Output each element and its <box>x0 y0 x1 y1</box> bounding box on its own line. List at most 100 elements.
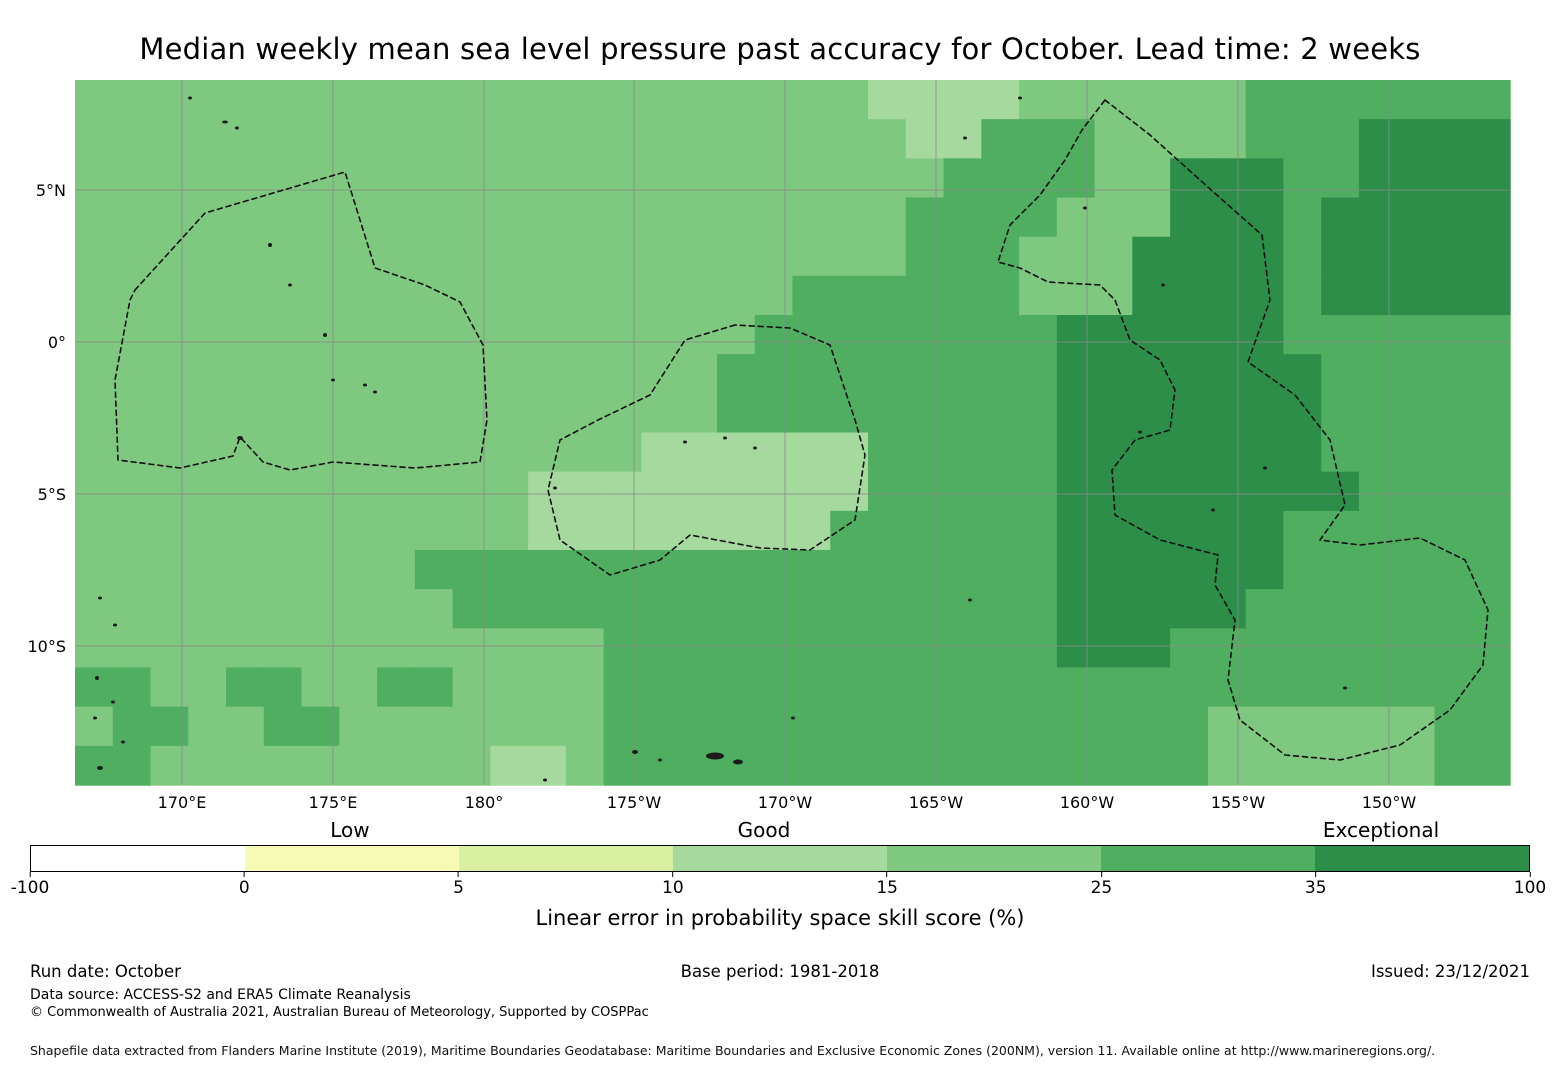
lon-tick-label: 150°W <box>1362 793 1417 812</box>
colorbar-tick-label: -100 <box>10 878 50 898</box>
island <box>1018 96 1022 100</box>
data-source: Data source: ACCESS-S2 and ERA5 Climate … <box>30 987 411 1003</box>
lat-tick-labels: 5°N 0° 5°S 10°S <box>27 181 66 656</box>
colorbar-tick-label: 15 <box>876 878 898 898</box>
colorbar-axis-label: Linear error in probability space skill … <box>535 906 1025 930</box>
island <box>723 436 727 440</box>
colorbar-segment <box>673 846 887 871</box>
colorbar-tick: -100 <box>10 872 50 898</box>
tick-mark <box>243 872 245 877</box>
legend-category-label: Low <box>330 818 370 842</box>
tick-mark <box>672 872 674 877</box>
lon-tick-label: 155°W <box>1211 793 1266 812</box>
island <box>753 446 757 450</box>
colorbar-segment <box>887 846 1101 871</box>
run-date: Run date: October <box>30 962 181 981</box>
island <box>1263 466 1267 470</box>
colorbar-segment <box>245 846 459 871</box>
island <box>331 378 335 382</box>
colorbar-tick: 0 <box>239 872 250 898</box>
colorbar-tick: 15 <box>876 872 898 898</box>
colorbar-segment <box>1315 846 1529 871</box>
lon-tick-label: 170°E <box>158 793 207 812</box>
colorbar-tick-label: 100 <box>1513 878 1547 898</box>
island <box>1211 508 1215 512</box>
colorbar-segment <box>31 846 245 871</box>
issued-date: Issued: 23/12/2021 <box>1370 962 1530 981</box>
island <box>93 716 97 720</box>
lat-tick-label: 0° <box>48 333 66 352</box>
lon-tick-labels: 170°E 175°E 180° 175°W 170°W 165°W 160°W 155°W 1… <box>158 793 1417 812</box>
lon-tick-label: 180° <box>465 793 504 812</box>
island <box>1343 686 1347 690</box>
tick-mark <box>29 872 31 877</box>
island-marks <box>93 96 1347 782</box>
island <box>323 333 327 337</box>
lat-tick-label: 5°N <box>36 181 66 200</box>
island <box>111 700 115 704</box>
shapefile-attribution: Shapefile data extracted from Flanders M… <box>30 1043 1436 1058</box>
colorbar-tick: 10 <box>662 872 684 898</box>
island <box>121 740 125 744</box>
colorbar-tick: 5 <box>453 872 464 898</box>
lon-tick-label: 160°W <box>1060 793 1115 812</box>
colorbar-tick: 25 <box>1090 872 1113 898</box>
island <box>791 716 795 720</box>
colorbar-tick-label: 0 <box>238 878 250 898</box>
pacific-map: 5°N 0° 5°S 10°S 170°E 175°E 180° 175°W 170°W 165… <box>27 80 1511 812</box>
lon-tick-label: 175°E <box>309 793 358 812</box>
lon-tick-label: 165°W <box>909 793 964 812</box>
island <box>543 778 547 782</box>
island <box>963 136 967 140</box>
colorbar-ticks: -100 0 5 10 15 25 35 100 <box>11 872 1546 898</box>
island <box>553 486 557 490</box>
colorbar-tick-label: 35 <box>1304 878 1327 898</box>
island <box>97 766 103 770</box>
island <box>113 623 117 627</box>
island <box>632 750 638 754</box>
lat-tick-label: 10°S <box>27 637 66 656</box>
island <box>683 440 687 444</box>
island <box>373 390 377 394</box>
colorbar-tick: 35 <box>1305 872 1327 898</box>
eez-boundary <box>114 171 488 471</box>
legend-categories: Low Good Exceptional <box>30 818 1530 846</box>
tick-mark <box>1529 872 1531 877</box>
eez-boundary <box>997 99 1489 761</box>
island <box>363 383 367 387</box>
eez-boundaries <box>114 99 1489 761</box>
eez-boundary <box>547 324 866 576</box>
copyright: © Commonwealth of Australia 2021, Austra… <box>30 1005 649 1020</box>
colorbar-tick: 100 <box>1514 872 1546 898</box>
island <box>1138 430 1142 434</box>
lat-tick-label: 5°S <box>38 485 66 504</box>
island <box>706 752 724 760</box>
island <box>733 759 743 765</box>
legend-category-label: Exceptional <box>1322 818 1440 842</box>
colorbar-segment <box>1101 846 1315 871</box>
legend-category-label: Good <box>737 818 791 842</box>
island <box>98 596 102 600</box>
skill-grid <box>75 80 1511 786</box>
lon-tick-label: 170°W <box>758 793 813 812</box>
colorbar-tick-label: 25 <box>1090 878 1113 898</box>
chart-title: Median weekly mean sea level pressure pa… <box>139 32 1421 66</box>
island <box>95 676 99 680</box>
base-period: Base period: 1981-2018 <box>680 962 880 981</box>
colorbar-tick-label: 10 <box>662 878 684 898</box>
tick-mark <box>1100 872 1102 877</box>
island <box>268 243 272 247</box>
island <box>968 598 972 602</box>
island <box>1161 283 1165 287</box>
tick-mark <box>886 872 888 877</box>
colorbar-tick-label: 5 <box>453 878 464 898</box>
island <box>658 758 662 762</box>
colorbar <box>30 845 1530 872</box>
graticule <box>75 80 1510 785</box>
tick-mark <box>458 872 460 877</box>
island <box>222 120 228 124</box>
island <box>188 96 192 100</box>
island <box>237 436 243 440</box>
colorbar-segment <box>459 846 673 871</box>
